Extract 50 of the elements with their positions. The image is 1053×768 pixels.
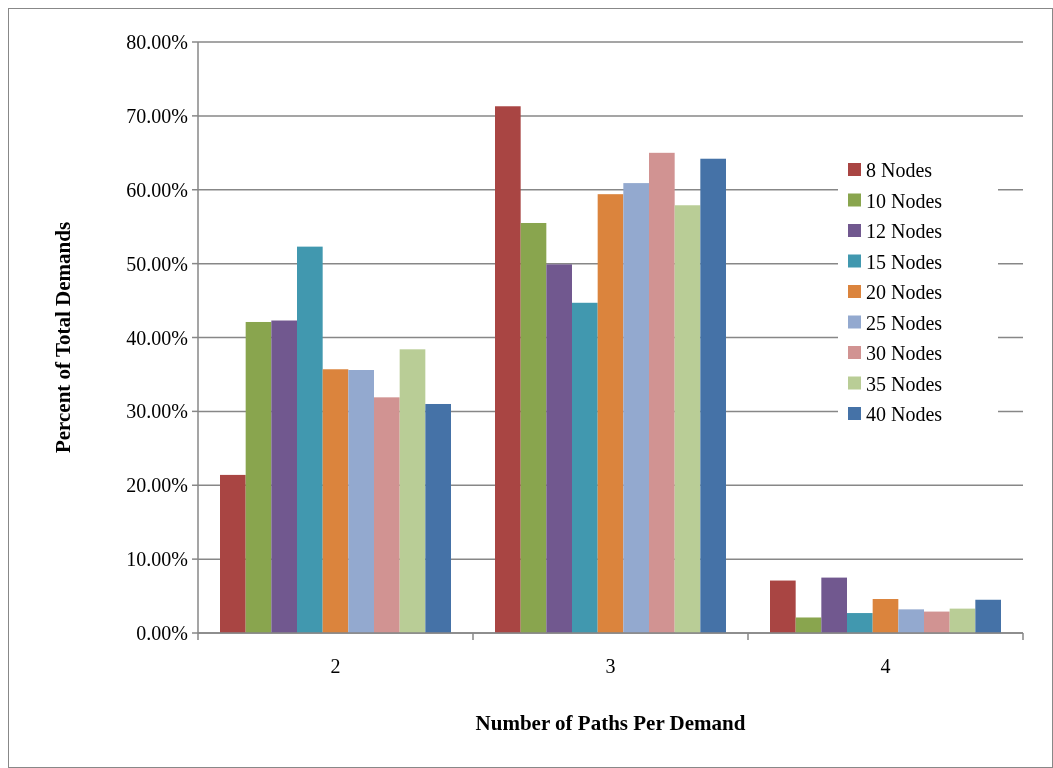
bar <box>623 183 649 633</box>
bar <box>297 246 323 633</box>
bar <box>649 152 675 633</box>
bar <box>847 613 873 633</box>
bar <box>674 205 701 633</box>
legend-label: 15 Nodes <box>866 250 943 273</box>
y-tick-label: 50.00% <box>126 252 188 275</box>
bar <box>700 158 726 633</box>
legend-label: 8 Nodes <box>866 159 933 181</box>
bar <box>271 320 297 633</box>
bar <box>924 611 950 633</box>
legend-label: 25 Nodes <box>866 311 943 334</box>
bar <box>245 321 272 633</box>
legend-label: 35 Nodes <box>866 372 943 395</box>
bar <box>975 599 1001 633</box>
y-tick-label: 0.00% <box>136 622 188 644</box>
legend-label: 40 Nodes <box>866 403 943 425</box>
x-tick-label: 2 <box>330 655 341 677</box>
bar <box>795 617 822 633</box>
bar <box>898 609 924 633</box>
bar <box>520 222 547 633</box>
legend-label: 12 Nodes <box>866 220 943 242</box>
x-tick-label: 4 <box>880 655 891 677</box>
bar <box>872 599 899 633</box>
y-tick-label: 10.00% <box>126 548 188 571</box>
y-tick-label: 40.00% <box>126 326 188 349</box>
y-tick-label: 70.00% <box>126 104 188 127</box>
bar <box>770 580 796 633</box>
x-tick-label: 3 <box>605 655 616 677</box>
legend-label: 30 Nodes <box>866 342 943 364</box>
legend-label: 20 Nodes <box>866 281 943 303</box>
bar <box>399 349 426 633</box>
y-tick-label: 60.00% <box>126 178 188 201</box>
y-axis-title: Percent of Total Demands <box>51 221 75 454</box>
x-axis-title: Number of Paths Per Demand <box>475 711 746 735</box>
bar <box>374 397 400 633</box>
bar <box>220 474 246 633</box>
bar <box>821 577 847 633</box>
y-tick-label: 30.00% <box>126 400 188 423</box>
bar <box>348 370 374 633</box>
bar <box>322 369 349 633</box>
bar <box>546 264 572 633</box>
y-tick-label: 20.00% <box>126 474 188 497</box>
bar <box>572 302 598 633</box>
bar <box>495 106 521 633</box>
bar <box>949 608 976 633</box>
legend-label: 10 Nodes <box>866 189 943 212</box>
bar <box>425 403 451 633</box>
y-tick-label: 80.00% <box>126 31 188 53</box>
bar <box>597 194 624 633</box>
